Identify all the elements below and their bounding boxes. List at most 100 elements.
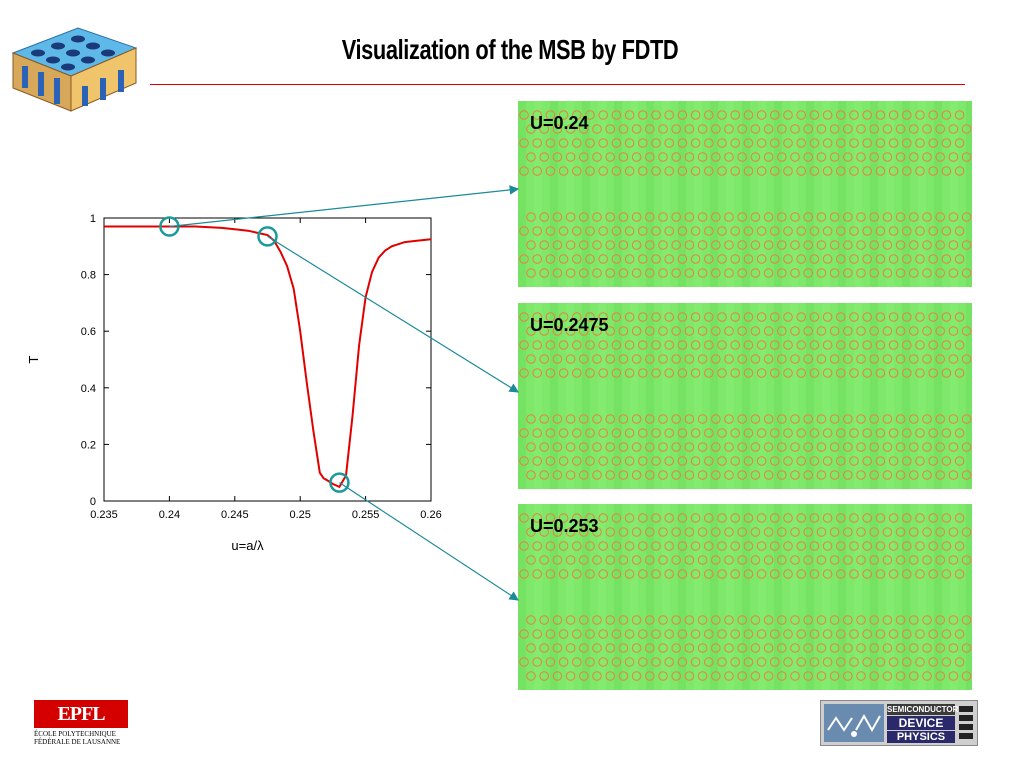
hole-ring <box>658 124 668 134</box>
hole-ring <box>558 226 569 236</box>
hole-ring <box>592 442 602 452</box>
hole-ring <box>809 110 820 120</box>
hole-ring <box>684 643 695 653</box>
hole-ring <box>598 340 608 350</box>
hole-ring <box>711 152 721 162</box>
hole-ring <box>532 340 543 350</box>
hole-ring <box>829 555 840 565</box>
hole-ring <box>803 212 814 222</box>
field-stripe <box>806 504 814 690</box>
hole-ring <box>816 527 827 537</box>
field-stripe <box>582 303 590 489</box>
hole-ring <box>552 643 563 653</box>
hole-ring <box>624 254 635 264</box>
hole-ring <box>532 226 543 236</box>
hole-ring <box>862 340 873 350</box>
photonic-crystal-logo <box>11 27 138 112</box>
hole-ring <box>849 138 859 148</box>
hole-ring <box>915 629 925 639</box>
hole-ring <box>724 212 734 222</box>
sdp-line-2: DEVICE <box>887 716 955 730</box>
hole-ring <box>690 456 701 466</box>
hole-ring <box>697 326 708 336</box>
epfl-logo: EPFL ÉCOLE POLYTECHNIQUE FÉDÉRALE DE LAU… <box>34 700 128 746</box>
hole-ring <box>664 569 674 579</box>
hole-ring <box>704 428 714 438</box>
hole-ring <box>769 456 780 466</box>
hole-ring <box>730 513 740 523</box>
hole-ring <box>539 555 550 565</box>
hole-ring <box>961 152 972 162</box>
hole-ring <box>777 240 787 250</box>
field-stripe <box>630 101 638 287</box>
hole-ring <box>611 629 622 639</box>
hole-ring <box>645 555 655 565</box>
hole-ring <box>664 657 674 667</box>
hole-ring <box>869 240 880 250</box>
hole-ring <box>737 442 747 452</box>
hole-ring <box>869 470 880 480</box>
hole-ring <box>658 414 668 424</box>
hole-ring <box>664 428 674 438</box>
field-stripe <box>838 101 846 287</box>
field-stripe <box>950 101 958 287</box>
hole-ring <box>829 124 840 134</box>
hole-ring <box>756 138 767 148</box>
hole-ring <box>941 340 952 350</box>
hole-ring <box>671 671 681 681</box>
hole-ring <box>888 428 899 438</box>
hole-ring <box>856 671 866 681</box>
hole-ring <box>545 226 556 236</box>
hole-ring <box>598 138 608 148</box>
hole-ring <box>822 340 833 350</box>
hole-ring <box>526 268 536 278</box>
hole-ring <box>803 354 814 364</box>
hole-ring <box>585 340 595 350</box>
hole-ring <box>816 643 827 653</box>
hole-ring <box>902 569 912 579</box>
hole-ring <box>803 152 814 162</box>
hole-ring <box>796 657 807 667</box>
hole-ring <box>849 254 859 264</box>
hole-ring <box>631 326 642 336</box>
hole-ring <box>565 240 576 250</box>
hole-ring <box>624 312 635 322</box>
hole-ring <box>671 615 681 625</box>
hole-ring <box>961 555 972 565</box>
hole-ring <box>730 166 740 176</box>
hole-ring <box>862 254 873 264</box>
hole-ring <box>638 166 648 176</box>
field-stripe <box>742 101 750 287</box>
hole-ring <box>948 470 959 480</box>
hole-ring <box>948 152 959 162</box>
hole-ring <box>737 124 747 134</box>
field-stripe <box>822 101 830 287</box>
hole-ring <box>519 340 529 350</box>
hole-ring <box>790 240 800 250</box>
x-tick-label: 0.26 <box>420 509 441 521</box>
fdtd-field-map <box>518 101 972 287</box>
hole-ring <box>822 312 833 322</box>
hole-ring <box>638 312 648 322</box>
hole-ring <box>829 268 840 278</box>
epfl-wordmark: EPFL <box>34 700 128 728</box>
hole-ring <box>869 152 880 162</box>
hole-ring <box>809 629 820 639</box>
hole-ring <box>783 110 793 120</box>
hole-ring <box>803 671 814 681</box>
hole-ring <box>572 428 582 438</box>
field-stripe <box>598 101 606 287</box>
hole-ring <box>909 615 919 625</box>
hole-ring <box>605 671 615 681</box>
hole-ring <box>532 110 543 120</box>
hole-ring <box>790 555 800 565</box>
hole-ring <box>552 527 563 537</box>
hole-ring <box>750 442 761 452</box>
hole-ring <box>750 268 761 278</box>
hole-ring <box>790 354 800 364</box>
hole-ring <box>572 541 582 551</box>
hole-ring <box>856 470 866 480</box>
hole-ring <box>690 340 701 350</box>
hole-ring <box>816 268 827 278</box>
hole-ring <box>651 368 661 378</box>
